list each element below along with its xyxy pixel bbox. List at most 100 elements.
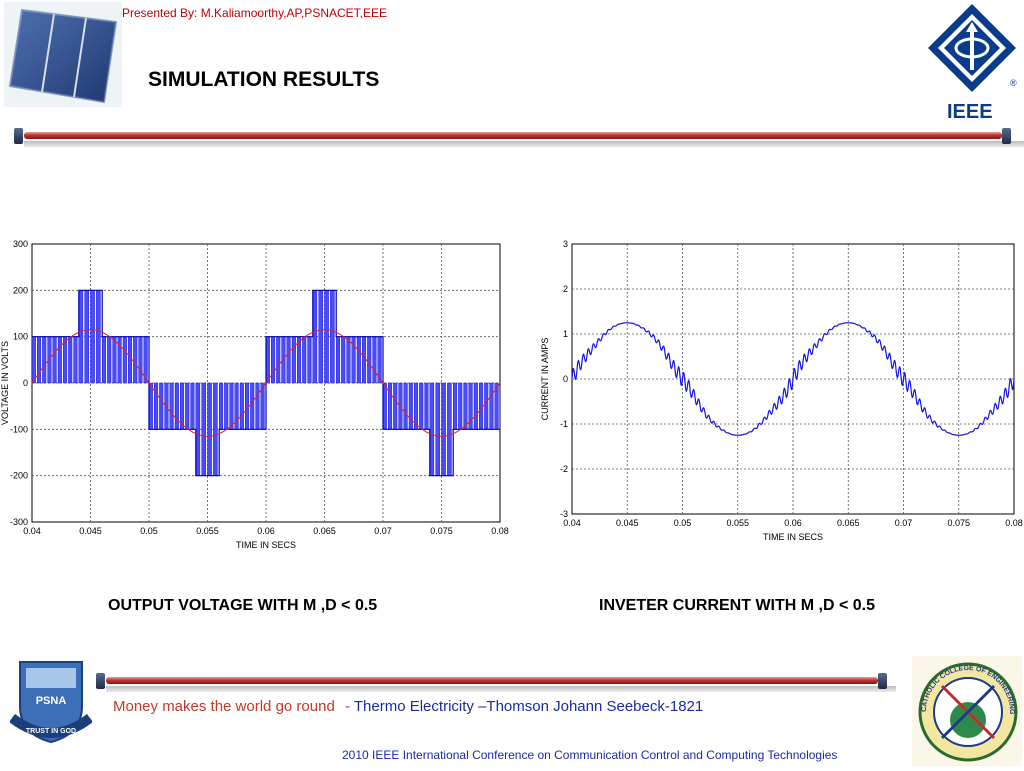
- y-tick-label: 3: [563, 239, 568, 249]
- x-tick-label: 0.08: [491, 526, 509, 536]
- voltage-pulse: [133, 336, 138, 384]
- y-tick-label: 2: [563, 284, 568, 294]
- ieee-registered-mark: ®: [1010, 78, 1017, 88]
- x-tick-label: 0.06: [257, 526, 275, 536]
- voltage-pulse: [403, 382, 408, 430]
- psna-motto: TRUST IN GOD: [26, 728, 76, 735]
- voltage-pulse: [489, 382, 494, 430]
- x-tick-label: 0.08: [1005, 518, 1023, 528]
- voltage-chart-caption: OUTPUT VOLTAGE WITH M ,D < 0.5: [108, 597, 378, 614]
- y-axis-label: VOLTAGE IN VOLTS: [0, 341, 10, 425]
- y-tick-label: 200: [13, 285, 28, 295]
- y-tick-label: 100: [13, 332, 28, 342]
- voltage-pulse: [96, 290, 101, 384]
- y-tick-label: -3: [560, 509, 568, 519]
- ieee-logo: IEEE ®: [924, 2, 1022, 123]
- voltage-pulse: [179, 382, 185, 430]
- y-tick-label: 1: [563, 329, 568, 339]
- quote-part-1: Money makes the world go round: [113, 698, 335, 715]
- voltage-pulse: [229, 382, 234, 430]
- voltage-pulse: [153, 382, 159, 430]
- x-tick-label: 0.065: [313, 526, 336, 536]
- y-tick-label: -200: [10, 471, 28, 481]
- voltage-pulse: [297, 336, 302, 384]
- voltage-pulse: [213, 382, 218, 476]
- voltage-pulse: [250, 382, 255, 430]
- voltage-pulse: [159, 382, 164, 430]
- voltage-pulse: [195, 382, 201, 476]
- voltage-pulse: [112, 336, 117, 384]
- top-bar-left-cap: [14, 128, 23, 144]
- x-tick-label: 0.055: [726, 518, 749, 528]
- voltage-pulse: [408, 382, 413, 430]
- voltage-pulse: [346, 336, 351, 384]
- voltage-chart: 0.04 0.045 0.05 0.055 0.06 0.065 0.07 0.075 0.08…: [0, 239, 509, 550]
- x-tick-label: 0.04: [563, 518, 581, 528]
- voltage-pulse: [479, 382, 484, 430]
- y-axis-label: CURRENT IN AMPS: [540, 338, 550, 421]
- voltage-pulse: [201, 382, 206, 476]
- voltage-pulse: [68, 336, 73, 384]
- voltage-pulse: [271, 336, 276, 384]
- x-tick-label: 0.07: [374, 526, 392, 536]
- voltage-pulse: [31, 336, 36, 384]
- voltage-pulse: [441, 382, 446, 476]
- voltage-pulse: [324, 290, 329, 384]
- voltage-pulse: [190, 382, 195, 430]
- voltage-pulse: [276, 336, 281, 384]
- voltage-pulse: [330, 290, 335, 384]
- top-divider-shadow: [24, 141, 1024, 147]
- voltage-pulse: [356, 336, 361, 384]
- voltage-pulse: [138, 336, 143, 384]
- voltage-pulse: [122, 336, 127, 384]
- voltage-pulse: [218, 382, 224, 430]
- ieee-label: IEEE: [947, 101, 993, 122]
- x-tick-label: 0.055: [196, 526, 219, 536]
- y-tick-label: -100: [10, 424, 28, 434]
- x-tick-label: 0.05: [140, 526, 158, 536]
- y-tick-label: 300: [13, 239, 28, 249]
- psna-logo: PSNA TRUST IN GOD: [8, 656, 94, 744]
- voltage-pulse: [286, 336, 291, 384]
- voltage-pulse: [414, 382, 419, 430]
- voltage-pulse: [372, 336, 377, 384]
- voltage-pulse: [78, 290, 84, 384]
- voltage-pulse: [388, 382, 393, 430]
- x-tick-label: 0.07: [895, 518, 913, 528]
- voltage-pulse: [101, 336, 107, 384]
- y-tick-label: -1: [560, 419, 568, 429]
- quote-part-2: Thermo Electricity –Thomson Johann Seebe…: [353, 698, 704, 715]
- x-tick-label: 0.05: [674, 518, 692, 528]
- voltage-pulse: [244, 382, 250, 430]
- voltage-pulse: [207, 382, 212, 476]
- voltage-pulse: [302, 336, 307, 384]
- voltage-pulse: [239, 382, 244, 430]
- voltage-pulse: [224, 382, 229, 430]
- voltage-pulse: [169, 382, 174, 430]
- voltage-pulse: [463, 382, 468, 430]
- voltage-pulse: [107, 336, 112, 384]
- voltage-pulse: [341, 336, 346, 384]
- x-tick-label: 0.04: [23, 526, 41, 536]
- voltage-pulse: [255, 382, 260, 430]
- x-tick-label: 0.045: [616, 518, 639, 528]
- voltage-pulse: [393, 382, 398, 430]
- page-title: SIMULATION RESULTS: [148, 68, 380, 91]
- psna-logo-text: PSNA: [36, 695, 67, 707]
- current-chart-caption: INVETER CURRENT WITH M ,D < 0.5: [599, 597, 876, 614]
- voltage-pulse: [424, 382, 429, 430]
- voltage-pulse: [435, 382, 440, 476]
- x-tick-label: 0.065: [837, 518, 860, 528]
- presenter-credit: Presented By: M.Kaliamoorthy,AP,PSNACET,…: [122, 6, 388, 20]
- voltage-pulse: [57, 336, 62, 384]
- y-tick-label: 0: [23, 378, 28, 388]
- voltage-pulse: [453, 382, 458, 430]
- bottom-bar-left-cap: [96, 673, 105, 689]
- voltage-pulse: [429, 382, 435, 476]
- voltage-pulse: [63, 336, 68, 384]
- voltage-pulse: [458, 382, 463, 430]
- current-line: [571, 322, 1015, 436]
- footer-quote: Money makes the world go round - Thermo …: [113, 698, 703, 715]
- voltage-pulse: [37, 336, 42, 384]
- y-tick-label: -2: [560, 464, 568, 474]
